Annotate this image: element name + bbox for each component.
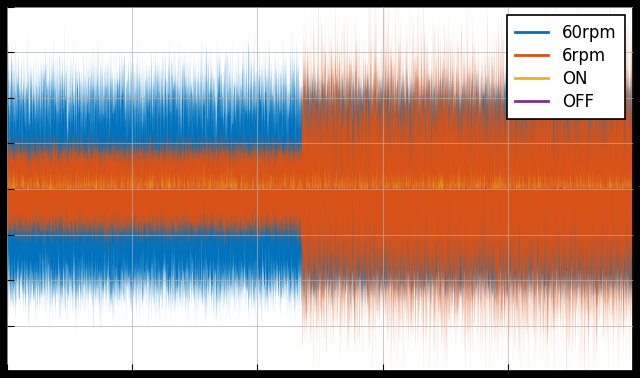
Legend: 60rpm, 6rpm, ON, OFF: 60rpm, 6rpm, ON, OFF (507, 15, 625, 119)
